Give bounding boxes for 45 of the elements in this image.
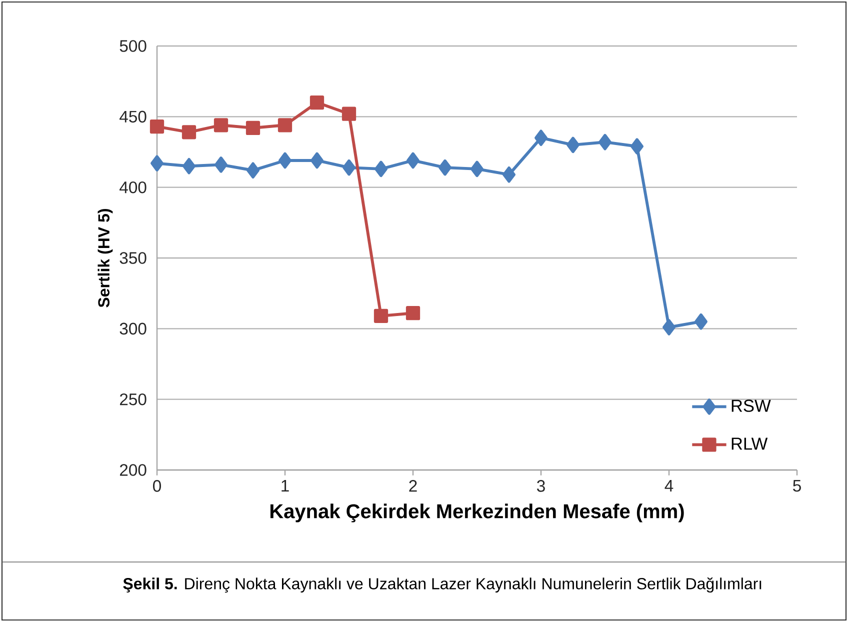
point (630, 138, 644, 154)
point (278, 118, 292, 132)
point (374, 160, 388, 178)
point (374, 308, 388, 324)
point (406, 152, 420, 169)
y-tick-label: 350 (120, 252, 146, 264)
point (182, 125, 196, 140)
x-tick-label: 0 (153, 480, 161, 492)
point (182, 158, 196, 174)
point (438, 159, 452, 176)
point (150, 119, 164, 134)
x-tick-label: 3 (536, 480, 545, 492)
y-tick-label: 400 (120, 181, 146, 194)
point (342, 106, 356, 121)
legend-label: RSW (732, 400, 771, 412)
y-tick-label: 250 (120, 393, 146, 406)
point (246, 162, 260, 179)
y-axis-title: Sertlik (HV 5) (98, 209, 113, 308)
y-tick-label: 500 (120, 40, 146, 52)
y-tick-label: 300 (120, 322, 146, 335)
point (246, 120, 260, 136)
point (342, 159, 356, 176)
legend-label: RLW (732, 438, 768, 450)
point (502, 166, 516, 183)
point (150, 155, 164, 172)
point (694, 313, 708, 330)
point (662, 319, 676, 336)
point (534, 130, 548, 146)
point (310, 152, 324, 169)
point (310, 95, 324, 110)
x-tick-label: 1 (282, 480, 289, 492)
point (278, 152, 292, 169)
x-tick-label: 4 (664, 480, 674, 492)
point (566, 136, 580, 154)
point (598, 134, 612, 150)
point (214, 118, 228, 132)
y-tick-label: 200 (120, 464, 146, 476)
point (470, 160, 484, 178)
x-axis-title: Kaynak Çekirdek Merkezinden Mesafe (mm) (270, 504, 684, 522)
x-tick-label: 2 (409, 480, 417, 492)
y-tick-label: 450 (120, 110, 146, 123)
text: Şekil 5. Direnç Nokta Kaynaklı ve Uzaktan Lazer Kaynaklı Numunelerin Sertlik Dağılımları (123, 577, 762, 593)
x-tick-label: 5 (793, 480, 801, 492)
point (214, 156, 228, 173)
point (406, 306, 420, 320)
